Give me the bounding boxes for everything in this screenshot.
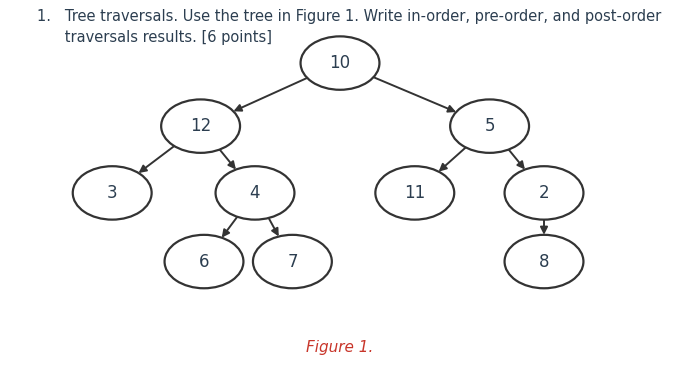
Text: 10: 10 [329, 54, 351, 72]
Text: 7: 7 [287, 253, 298, 270]
Text: traversals results. [6 points]: traversals results. [6 points] [37, 30, 273, 45]
Text: 1.   Tree traversals. Use the tree in Figure 1. Write in-order, pre-order, and p: 1. Tree traversals. Use the tree in Figu… [37, 9, 662, 24]
Ellipse shape [161, 99, 240, 153]
Ellipse shape [73, 166, 152, 220]
Ellipse shape [505, 166, 583, 220]
Ellipse shape [301, 36, 379, 90]
Ellipse shape [505, 235, 583, 288]
Text: 12: 12 [190, 117, 211, 135]
Text: 11: 11 [404, 184, 426, 202]
Text: 8: 8 [539, 253, 549, 270]
Text: 2: 2 [539, 184, 549, 202]
Ellipse shape [375, 166, 454, 220]
Ellipse shape [450, 99, 529, 153]
Text: Figure 1.: Figure 1. [306, 341, 374, 355]
Text: 3: 3 [107, 184, 118, 202]
Text: 6: 6 [199, 253, 209, 270]
Text: 4: 4 [250, 184, 260, 202]
Text: 5: 5 [484, 117, 495, 135]
Ellipse shape [165, 235, 243, 288]
Ellipse shape [253, 235, 332, 288]
Ellipse shape [216, 166, 294, 220]
